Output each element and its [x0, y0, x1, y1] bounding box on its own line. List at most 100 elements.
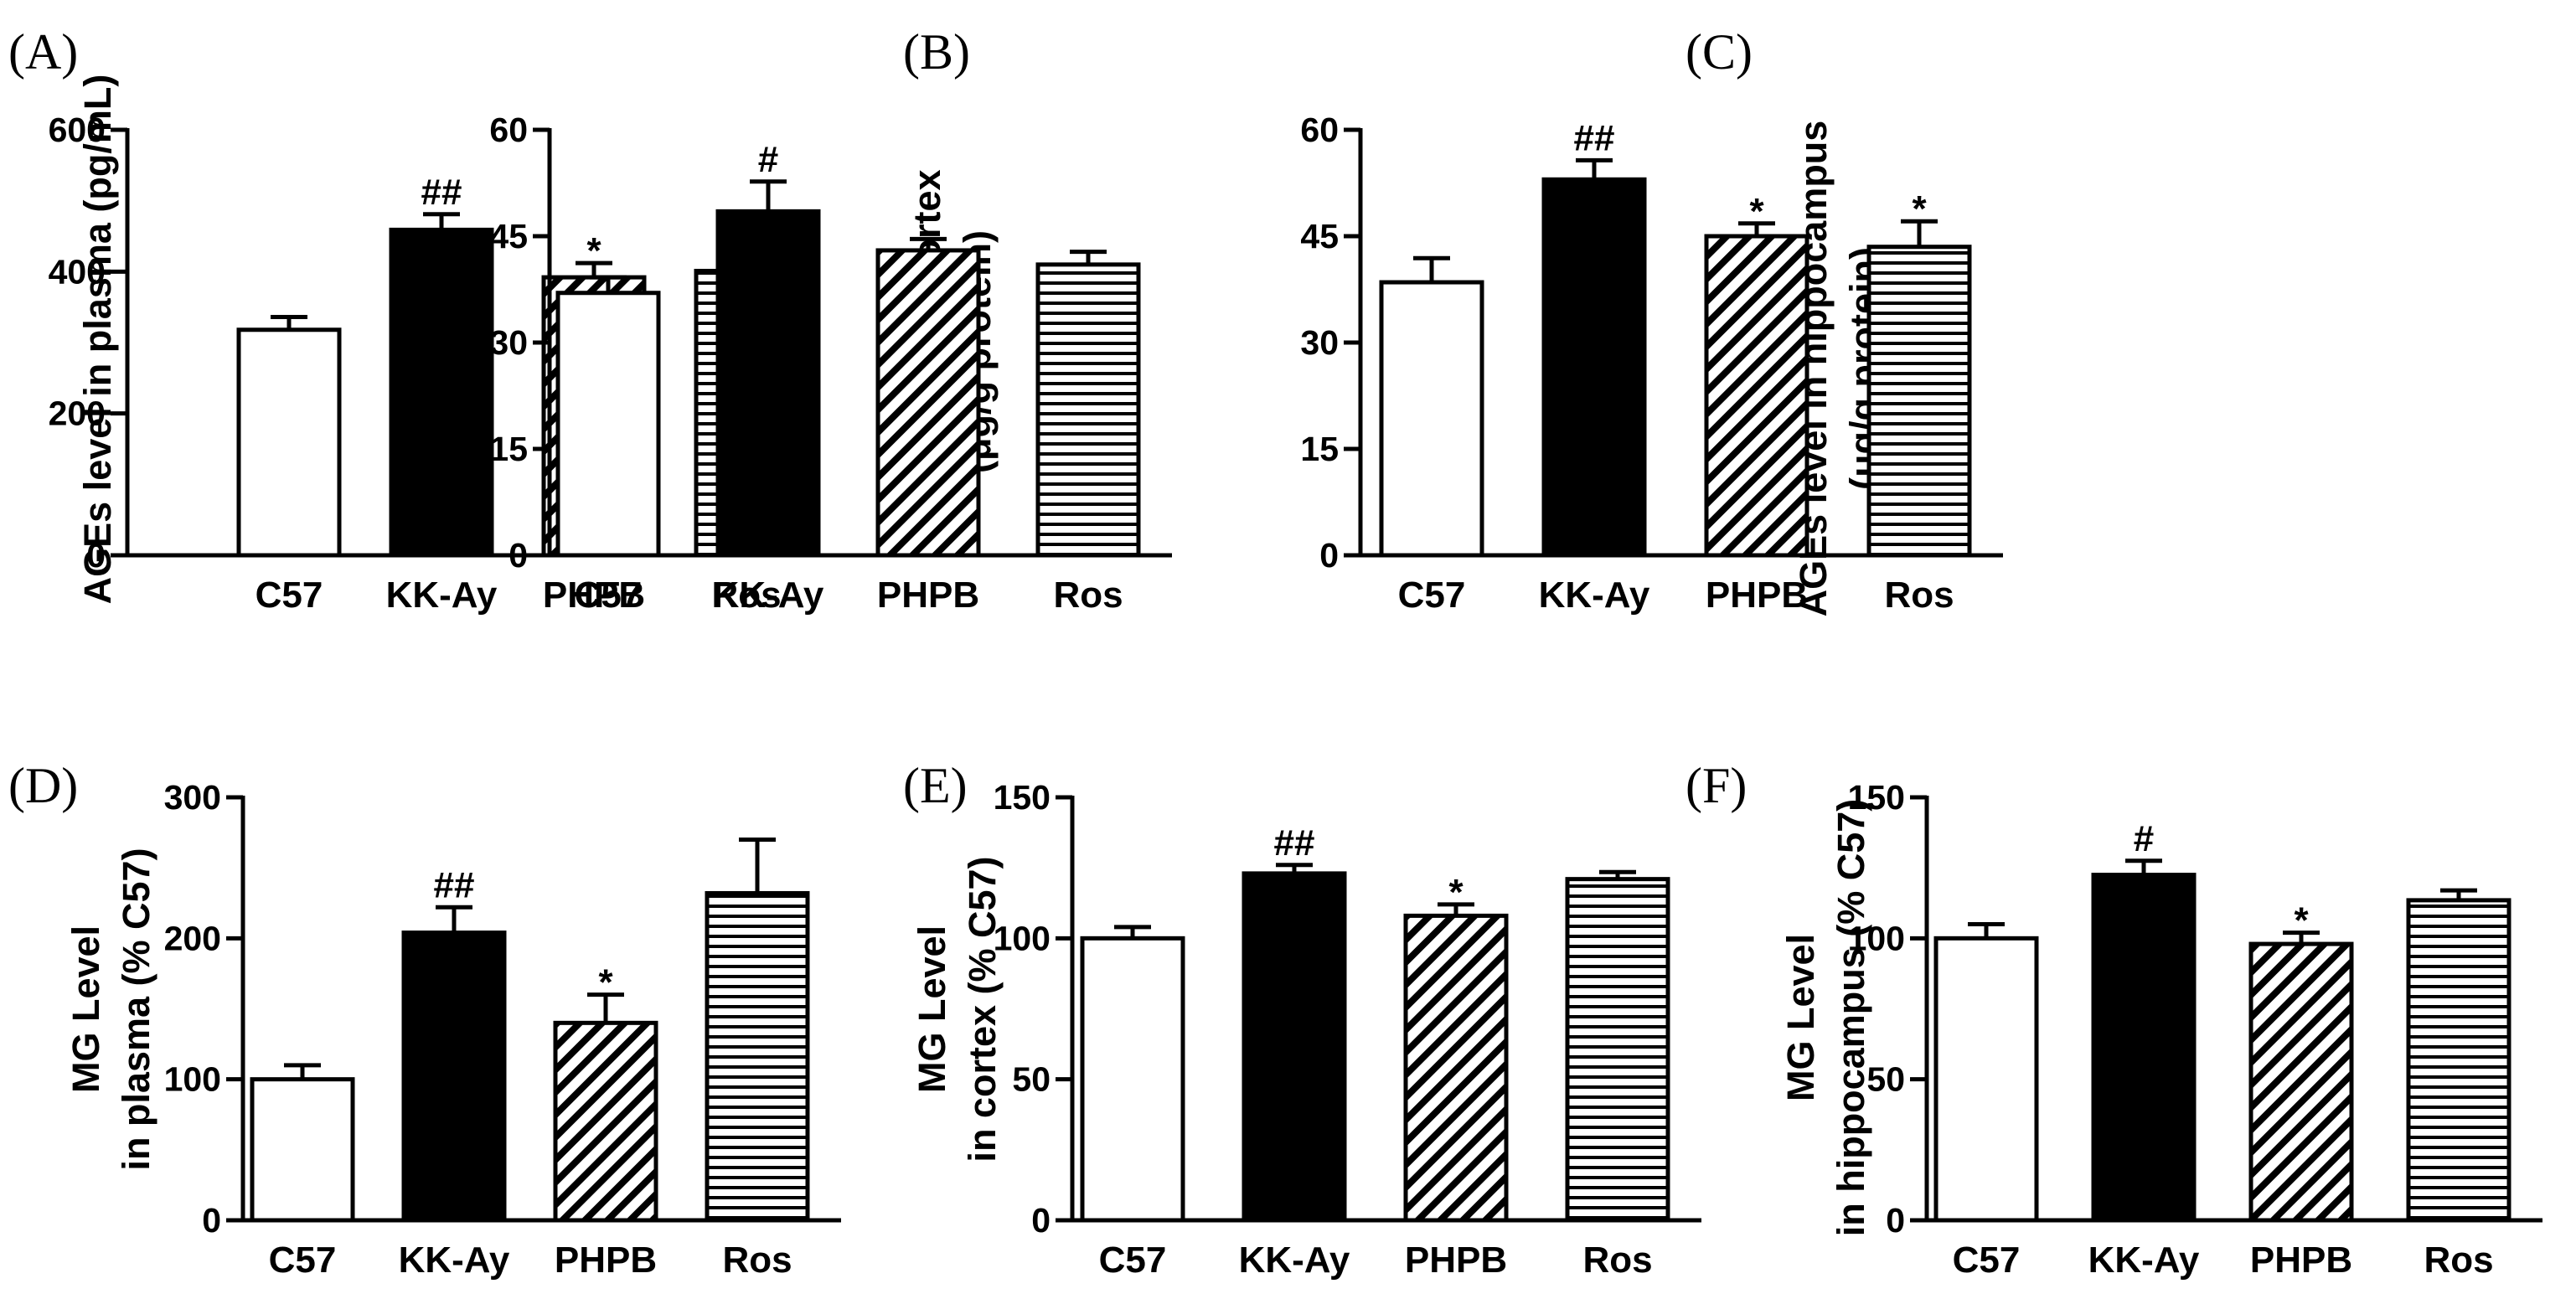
x-tick-label: Ros: [1582, 1240, 1652, 1281]
panel-label: (A): [8, 24, 78, 80]
y-tick-label: 100: [164, 1060, 221, 1099]
bar: [553, 1020, 658, 1223]
bar: [1035, 262, 1141, 558]
bar: [250, 1077, 355, 1223]
bar: [705, 890, 810, 1223]
bar: [2091, 873, 2197, 1223]
x-tick-label: C57: [1953, 1240, 2021, 1281]
significance-mark: ##: [1274, 822, 1315, 863]
bar: [1403, 913, 1509, 1223]
y-tick-label: 15: [1300, 430, 1339, 468]
x-tick-label: KK-Ay: [386, 575, 498, 616]
panel-label: (D): [8, 758, 78, 813]
y-tick-label: 50: [1012, 1060, 1051, 1099]
y-tick-label: 60: [1300, 111, 1339, 149]
y-axis-label: MG Level: [911, 925, 953, 1093]
y-axis-label: in cortex (% C57): [961, 856, 1004, 1162]
significance-mark: ##: [421, 172, 462, 213]
significance-mark: *: [1448, 872, 1464, 913]
x-tick-label: C57: [269, 1240, 337, 1281]
chart-panel: (C)AGEs level in hippocampus (μg/g protei…: [1300, 24, 2003, 616]
y-tick-label: 0: [1319, 536, 1339, 575]
y-tick-label: 300: [164, 778, 221, 817]
x-tick-label: Ros: [1884, 575, 1954, 616]
y-tick-label: 400: [49, 252, 106, 291]
bar: [1242, 871, 1347, 1223]
bar: [2406, 898, 2511, 1223]
x-tick-label: PHPB: [1405, 1240, 1507, 1281]
x-tick-label: KK-Ay: [2088, 1240, 2200, 1281]
bar: [1933, 936, 2039, 1223]
y-axis-label: MG Level: [65, 925, 107, 1093]
y-axis-label: AGEs level in plasma (pg/mL): [76, 75, 119, 605]
x-tick-label: Ros: [1053, 575, 1123, 616]
chart-panel: (A)AGEs level in plasma (pg/mL)##**02004…: [8, 24, 830, 616]
y-tick-label: 100: [1848, 919, 1905, 957]
x-tick-label: PHPB: [2250, 1240, 2352, 1281]
x-tick-label: Ros: [711, 575, 781, 616]
significance-mark: *: [1749, 191, 1764, 232]
bar: [1080, 936, 1185, 1223]
y-tick-label: 0: [1886, 1201, 1905, 1240]
panel-label: (C): [1685, 24, 1753, 80]
significance-mark: #: [2134, 818, 2154, 859]
y-tick-label: 100: [994, 919, 1051, 957]
x-tick-label: KK-Ay: [399, 1240, 510, 1281]
y-tick-label: 0: [86, 536, 106, 575]
significance-mark: *: [1912, 188, 1927, 229]
bar: [401, 930, 507, 1223]
bar: [715, 209, 821, 558]
bar: [389, 227, 494, 558]
x-tick-label: PHPB: [543, 575, 645, 616]
y-tick-label: 150: [994, 778, 1051, 817]
y-tick-label: 60: [489, 111, 528, 149]
significance-mark: *: [586, 230, 601, 271]
significance-mark: *: [2294, 900, 2309, 941]
y-tick-label: 0: [508, 536, 528, 575]
x-tick-label: PHPB: [555, 1240, 657, 1281]
panel-label: (F): [1685, 758, 1747, 813]
y-tick-label: 0: [1031, 1201, 1051, 1240]
panel-label: (B): [903, 24, 970, 80]
y-tick-label: 600: [49, 111, 106, 149]
x-tick-label: PHPB: [877, 575, 979, 616]
bar: [1541, 177, 1647, 558]
significance-mark: *: [598, 962, 613, 1003]
x-tick-label: PHPB: [1706, 575, 1808, 616]
bar: [236, 327, 342, 558]
chart-panel: (F) MG Level in hippocampus (% C57) # * 0 50 10…: [1685, 758, 2542, 1281]
x-tick-label: Ros: [2424, 1240, 2493, 1281]
x-tick-label: C57: [575, 575, 643, 616]
y-tick-label: 200: [164, 919, 221, 957]
chart-panel: (B)AGEs level in cortex(μg/g protein)#01…: [489, 24, 1172, 616]
panel-label: (E): [903, 758, 968, 813]
y-tick-label: 15: [489, 430, 528, 468]
significance-mark: #: [758, 139, 778, 180]
y-tick-label: 30: [489, 323, 528, 362]
x-tick-label: KK-Ay: [1539, 575, 1650, 616]
y-tick-label: 200: [49, 394, 106, 433]
y-tick-label: 50: [1866, 1060, 1905, 1099]
y-tick-label: 30: [1300, 323, 1339, 362]
x-tick-label: KK-Ay: [1239, 1240, 1350, 1281]
y-tick-label: 0: [202, 1201, 221, 1240]
significance-mark: ##: [1574, 117, 1615, 158]
y-tick-label: 150: [1848, 778, 1905, 817]
y-axis-label: MG Level: [1779, 934, 1822, 1101]
x-tick-label: C57: [1398, 575, 1466, 616]
chart-panel: (D) MG Level in plasma (% C57) ## * 0 100 200 30…: [8, 758, 841, 1281]
bar: [1379, 280, 1484, 558]
x-tick-label: KK-Ay: [713, 575, 824, 616]
y-axis-label: in plasma (% C57): [115, 848, 157, 1170]
y-tick-label: 45: [1300, 217, 1339, 255]
chart-panel: (E) MG Level in cortex (% C57) ## * 0 50 100 150…: [903, 758, 1701, 1281]
x-tick-label: C57: [256, 575, 323, 616]
y-axis-label: in hippocampus (% C57): [1830, 799, 1872, 1237]
bar: [1866, 245, 1972, 558]
bar: [875, 248, 981, 558]
x-tick-label: Ros: [722, 1240, 792, 1281]
bar: [555, 291, 661, 558]
bar: [2248, 941, 2354, 1223]
significance-mark: ##: [434, 864, 475, 905]
